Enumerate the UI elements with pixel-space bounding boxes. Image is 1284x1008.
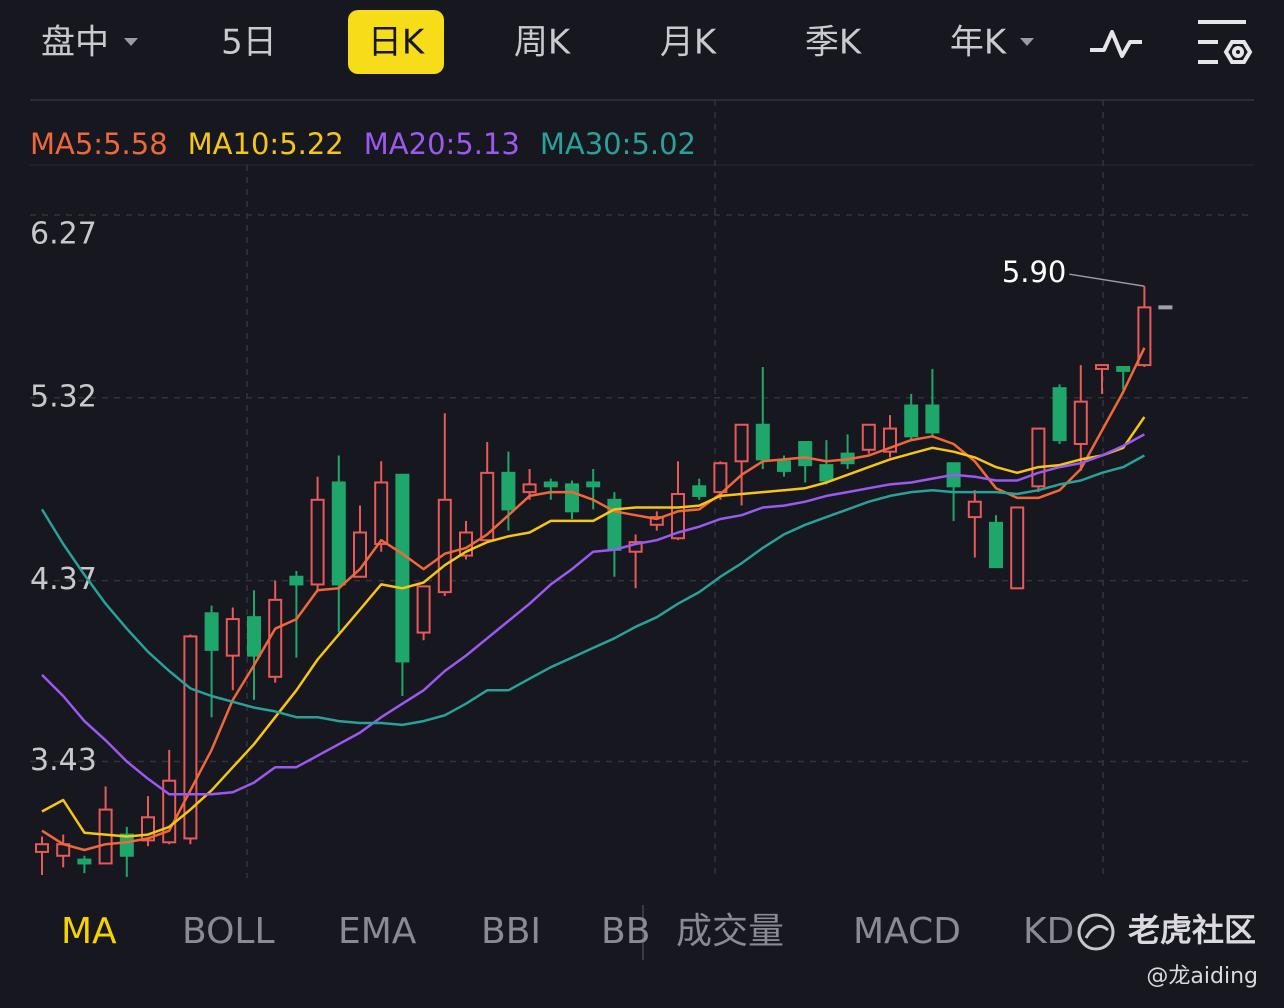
- indicator-tab[interactable]: EMA: [338, 911, 417, 952]
- candle-body: [777, 460, 791, 472]
- candle-body: [607, 498, 622, 551]
- candle-body: [1137, 306, 1152, 367]
- candle-body: [1010, 506, 1025, 590]
- tab[interactable]: 5日: [221, 23, 277, 63]
- dropdown-arrow: [124, 38, 138, 46]
- candle-body: [1095, 364, 1109, 370]
- candle-body: [331, 481, 346, 586]
- indicator-tab[interactable]: BOLL: [182, 911, 275, 952]
- candle-body: [522, 483, 537, 494]
- candle-body: [437, 498, 452, 594]
- indicator-tab[interactable]: MA: [61, 911, 117, 952]
- candle-body: [310, 498, 325, 586]
- indicator-tab[interactable]: MACD: [853, 911, 961, 952]
- tab[interactable]: 月K: [660, 23, 718, 63]
- high-leader: [1069, 273, 1145, 287]
- tab[interactable]: 日K: [368, 23, 426, 63]
- candle-body: [543, 481, 558, 488]
- y-tick-label: 3.43: [30, 743, 97, 778]
- active-tab-bg: [348, 10, 444, 74]
- y-tick-label: 4.37: [30, 562, 97, 597]
- legend-entry: MA20:5.13: [364, 127, 520, 161]
- candle-body: [967, 500, 982, 519]
- candle-body: [395, 473, 410, 663]
- indicator-tab[interactable]: BBI: [481, 911, 541, 952]
- author: @龙aiding: [1146, 964, 1258, 989]
- candle-body: [35, 843, 49, 853]
- indicator-tab[interactable]: BB: [601, 911, 650, 952]
- settings-icon[interactable]: [1198, 20, 1253, 64]
- candle-body: [501, 471, 516, 511]
- candle-body: [119, 833, 134, 857]
- tab[interactable]: 周K: [514, 23, 572, 63]
- candle-body: [289, 575, 304, 586]
- candle-body: [989, 521, 1003, 569]
- candle-body: [755, 423, 770, 461]
- watermark-logo: [1077, 913, 1115, 951]
- candle-body: [204, 612, 219, 651]
- dropdown-arrow: [1020, 38, 1034, 46]
- y-tick-label: 6.27: [30, 217, 97, 252]
- candle-body: [225, 618, 240, 657]
- ma-line: [41, 433, 1145, 796]
- legend-entry: MA5:5.58: [30, 127, 168, 161]
- ma-line: [40, 454, 1146, 727]
- candle-body: [671, 493, 685, 540]
- tab[interactable]: 盘中: [41, 23, 109, 63]
- candle-body: [734, 423, 749, 463]
- high-label: 5.90: [1002, 255, 1067, 289]
- legend-entry: MA10:5.22: [188, 127, 344, 161]
- candle-body: [247, 616, 261, 657]
- indicator-tab[interactable]: KD: [1023, 911, 1074, 952]
- candle-body: [861, 423, 876, 451]
- candle-body: [713, 462, 728, 494]
- candle-body: [374, 481, 389, 546]
- tab[interactable]: 季K: [805, 23, 863, 63]
- candle-body: [798, 441, 813, 467]
- candle-body: [1073, 400, 1088, 445]
- candle-body: [416, 585, 431, 634]
- chart-style-icon[interactable]: [1090, 30, 1142, 58]
- ma-line: [41, 347, 1146, 852]
- candle-body: [77, 858, 92, 865]
- y-tick-label: 5.32: [30, 379, 97, 414]
- candle-body: [1116, 366, 1131, 372]
- indicator-tab[interactable]: 成交量: [676, 911, 784, 952]
- legend-entry: MA30:5.02: [540, 127, 696, 161]
- candle-body: [1052, 387, 1067, 442]
- candle-body: [1031, 427, 1046, 488]
- candle-body: [565, 483, 579, 513]
- candle-body: [98, 808, 113, 865]
- ma-line: [41, 416, 1146, 838]
- watermark: 老虎社区: [1128, 911, 1256, 949]
- candle-body: [480, 471, 495, 542]
- candle-body: [819, 464, 834, 482]
- candle-body: [904, 404, 919, 438]
- candle-body: [649, 516, 664, 526]
- candle-body: [586, 481, 601, 488]
- tab[interactable]: 年K: [950, 23, 1008, 63]
- candle-body: [925, 404, 940, 434]
- candle-body: [692, 485, 707, 497]
